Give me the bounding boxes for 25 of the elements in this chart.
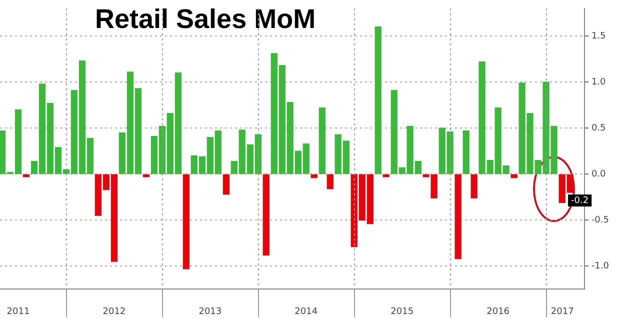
bar <box>262 174 270 256</box>
x-tick-label: 2011 <box>6 306 30 317</box>
y-tick-label: 1.5 <box>591 31 606 42</box>
x-tick-label: 2013 <box>198 306 222 317</box>
x-tick-label: 2014 <box>294 306 318 317</box>
y-tick-label: -1.0 <box>591 262 610 272</box>
y-tick-label: 0.5 <box>591 123 606 134</box>
y-tick-label: -0.5 <box>591 215 609 226</box>
x-tick-label: 2017 <box>550 306 574 317</box>
bar <box>374 26 382 174</box>
x-tick-label: 2015 <box>390 306 414 317</box>
bar <box>462 130 470 174</box>
bar <box>318 108 326 174</box>
y-tick-label: 1.0 <box>591 77 606 88</box>
bar <box>470 174 478 198</box>
x-tick-label: 2012 <box>102 306 126 317</box>
y-tick-label: 0.0 <box>591 169 606 180</box>
chart-title: Retail Sales MoM <box>95 4 316 35</box>
x-tick-label: 2016 <box>486 306 510 317</box>
bar <box>182 174 190 270</box>
bar <box>326 174 334 190</box>
data-label: -0.2 <box>571 196 589 206</box>
bar <box>454 174 462 260</box>
bar <box>382 174 390 178</box>
bar <box>222 174 230 195</box>
